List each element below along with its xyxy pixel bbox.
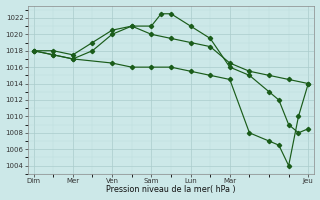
X-axis label: Pression niveau de la mer( hPa ): Pression niveau de la mer( hPa ) [106,185,236,194]
